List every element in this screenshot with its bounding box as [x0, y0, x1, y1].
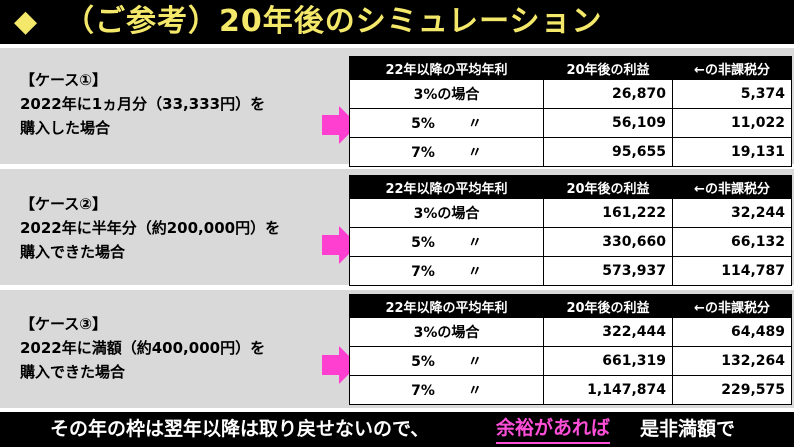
rate-cell: 7% 〃	[349, 256, 544, 286]
arrow-right-icon	[322, 346, 358, 384]
footer-banner: その年の枠は翌年以降は取り戻せないので、 余裕があれば 是非満額で	[0, 412, 794, 447]
profit-cell: 1,147,874	[543, 375, 673, 405]
rate-cell: 5% 〃	[349, 108, 544, 138]
arrow-right-icon	[322, 106, 358, 144]
table-row: 7% 〃 95,655 19,131	[349, 137, 792, 167]
case-2-line2: 2022年に半年分（約200,000円）を	[20, 219, 281, 237]
header-taxfree: ←の非課税分	[672, 56, 792, 80]
case-3-line3: 購入できた場合	[20, 363, 126, 381]
case-3-line2: 2022年に満額（約400,000円）を	[20, 339, 266, 357]
header-rate: 22年以降の平均年利	[349, 175, 544, 199]
header-profit: 20年後の利益	[543, 56, 673, 80]
table-row: 7% 〃 573,937 114,787	[349, 256, 792, 286]
taxfree-cell: 19,131	[672, 137, 792, 167]
table-row: 3%の場合 322,444 64,489	[349, 317, 792, 347]
profit-cell: 161,222	[543, 198, 673, 228]
rate-cell: 7% 〃	[349, 137, 544, 167]
case-2-line3: 購入できた場合	[20, 243, 126, 261]
case-1-label: 【ケース①】 2022年に1ヵ月分（33,333円）を 購入した場合	[20, 68, 265, 140]
profit-cell: 26,870	[543, 79, 673, 109]
footer-text: その年の枠は翌年以降は取り戻せないので、	[50, 418, 430, 440]
table-row: 5% 〃 661,319 132,264	[349, 346, 792, 376]
taxfree-cell: 114,787	[672, 256, 792, 286]
rate-cell: 3%の場合	[349, 79, 544, 109]
rate-cell: 5% 〃	[349, 346, 544, 376]
profit-cell: 95,655	[543, 137, 673, 167]
table-row: 3%の場合 161,222 32,244	[349, 198, 792, 228]
case-3-label: 【ケース③】 2022年に満額（約400,000円）を 購入できた場合	[20, 312, 265, 384]
table-header-row: 22年以降の平均年利 20年後の利益 ←の非課税分	[349, 56, 792, 80]
case-1-line2: 2022年に1ヵ月分（33,333円）を	[20, 95, 266, 113]
rate-cell: 5% 〃	[349, 227, 544, 257]
rate-cell: 3%の場合	[349, 198, 544, 228]
header-rate: 22年以降の平均年利	[349, 56, 544, 80]
header-rate: 22年以降の平均年利	[349, 294, 544, 318]
taxfree-cell: 5,374	[672, 79, 792, 109]
profit-cell: 330,660	[543, 227, 673, 257]
footer-text-end: 是非満額で	[640, 418, 736, 440]
taxfree-cell: 11,022	[672, 108, 792, 138]
arrow-right-icon	[322, 226, 358, 264]
case-1-table: 22年以降の平均年利 20年後の利益 ←の非課税分 3%の場合 26,870 5…	[349, 56, 792, 167]
taxfree-cell: 132,264	[672, 346, 792, 376]
taxfree-cell: 64,489	[672, 317, 792, 347]
header-profit: 20年後の利益	[543, 294, 673, 318]
profit-cell: 322,444	[543, 317, 673, 347]
header-profit: 20年後の利益	[543, 175, 673, 199]
case-2-label: 【ケース②】 2022年に半年分（約200,000円）を 購入できた場合	[20, 192, 280, 264]
table-header-row: 22年以降の平均年利 20年後の利益 ←の非課税分	[349, 294, 792, 318]
case-1-line3: 購入した場合	[20, 119, 111, 137]
page-title: （ご参考）20年後のシミュレーション	[64, 4, 603, 39]
profit-cell: 56,109	[543, 108, 673, 138]
case-3-table: 22年以降の平均年利 20年後の利益 ←の非課税分 3%の場合 322,444 …	[349, 294, 792, 405]
case-1-title: 【ケース①】	[20, 71, 107, 89]
table-row: 3%の場合 26,870 5,374	[349, 79, 792, 109]
profit-cell: 661,319	[543, 346, 673, 376]
table-row: 5% 〃 56,109 11,022	[349, 108, 792, 138]
taxfree-cell: 66,132	[672, 227, 792, 257]
case-2-title: 【ケース②】	[20, 195, 107, 213]
header-taxfree: ←の非課税分	[672, 175, 792, 199]
rate-cell: 3%の場合	[349, 317, 544, 347]
table-header-row: 22年以降の平均年利 20年後の利益 ←の非課税分	[349, 175, 792, 199]
taxfree-cell: 229,575	[672, 375, 792, 405]
footer-highlight: 余裕があれば	[496, 414, 611, 444]
case-2-table: 22年以降の平均年利 20年後の利益 ←の非課税分 3%の場合 161,222 …	[349, 175, 792, 286]
table-row: 5% 〃 330,660 66,132	[349, 227, 792, 257]
title-bar: ◆ （ご参考）20年後のシミュレーション	[0, 0, 794, 44]
rate-cell: 7% 〃	[349, 375, 544, 405]
taxfree-cell: 32,244	[672, 198, 792, 228]
header-taxfree: ←の非課税分	[672, 294, 792, 318]
case-3-title: 【ケース③】	[20, 315, 107, 333]
diamond-icon: ◆	[14, 4, 38, 39]
profit-cell: 573,937	[543, 256, 673, 286]
table-row: 7% 〃 1,147,874 229,575	[349, 375, 792, 405]
